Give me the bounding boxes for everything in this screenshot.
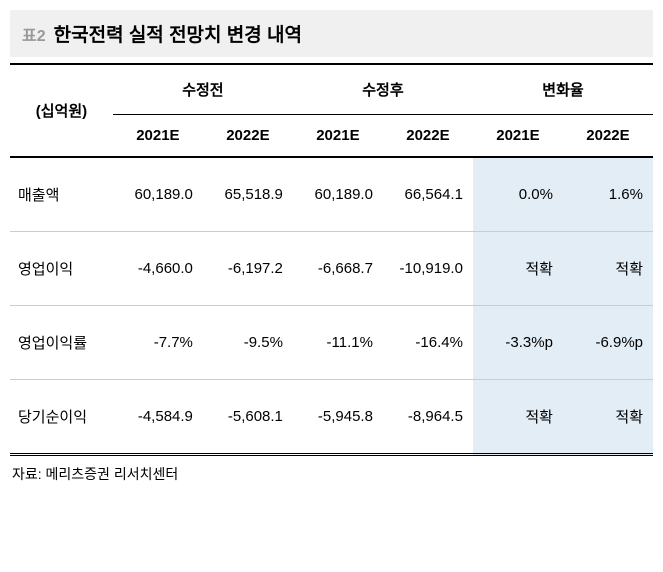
cell: -5,608.1 <box>203 380 293 455</box>
table-row: 영업이익률 -7.7% -9.5% -11.1% -16.4% -3.3%p -… <box>10 306 653 380</box>
cell: 60,189.0 <box>113 157 203 232</box>
table-row: 영업이익 -4,660.0 -6,197.2 -6,668.7 -10,919.… <box>10 232 653 306</box>
cell: -7.7% <box>113 306 203 380</box>
year-header: 2022E <box>203 115 293 158</box>
cell: -10,919.0 <box>383 232 473 306</box>
table-row: 매출액 60,189.0 65,518.9 60,189.0 66,564.1 … <box>10 157 653 232</box>
year-header: 2021E <box>293 115 383 158</box>
row-label: 영업이익률 <box>10 306 113 380</box>
cell: 66,564.1 <box>383 157 473 232</box>
year-header: 2021E <box>473 115 563 158</box>
cell: -6.9%p <box>563 306 653 380</box>
year-header: 2021E <box>113 115 203 158</box>
cell: -8,964.5 <box>383 380 473 455</box>
cell: -4,584.9 <box>113 380 203 455</box>
cell: 65,518.9 <box>203 157 293 232</box>
title-bar: 표2 한국전력 실적 전망치 변경 내역 <box>10 10 653 57</box>
table-container: 표2 한국전력 실적 전망치 변경 내역 (십억원) 수정전 수정후 변화율 2… <box>10 10 653 484</box>
group-header-change: 변화율 <box>473 64 653 115</box>
row-label: 영업이익 <box>10 232 113 306</box>
cell: 0.0% <box>473 157 563 232</box>
row-label: 당기순이익 <box>10 380 113 455</box>
cell: 1.6% <box>563 157 653 232</box>
cell: -6,668.7 <box>293 232 383 306</box>
cell: -3.3%p <box>473 306 563 380</box>
year-header: 2022E <box>563 115 653 158</box>
unit-label: (십억원) <box>10 64 113 157</box>
cell: -9.5% <box>203 306 293 380</box>
cell: -16.4% <box>383 306 473 380</box>
cell: -4,660.0 <box>113 232 203 306</box>
cell: 적확 <box>473 380 563 455</box>
cell: -5,945.8 <box>293 380 383 455</box>
row-label: 매출액 <box>10 157 113 232</box>
cell: 적확 <box>563 232 653 306</box>
table-row: 당기순이익 -4,584.9 -5,608.1 -5,945.8 -8,964.… <box>10 380 653 455</box>
data-table: (십억원) 수정전 수정후 변화율 2021E 2022E 2021E 2022… <box>10 63 653 456</box>
table-title: 한국전력 실적 전망치 변경 내역 <box>54 20 302 47</box>
cell: -11.1% <box>293 306 383 380</box>
year-header: 2022E <box>383 115 473 158</box>
source-text: 자료: 메리츠증권 리서치센터 <box>10 464 653 484</box>
cell: -6,197.2 <box>203 232 293 306</box>
cell: 적확 <box>473 232 563 306</box>
cell: 적확 <box>563 380 653 455</box>
cell: 60,189.0 <box>293 157 383 232</box>
group-header-after: 수정후 <box>293 64 473 115</box>
group-header-before: 수정전 <box>113 64 293 115</box>
table-number: 표2 <box>22 22 46 46</box>
